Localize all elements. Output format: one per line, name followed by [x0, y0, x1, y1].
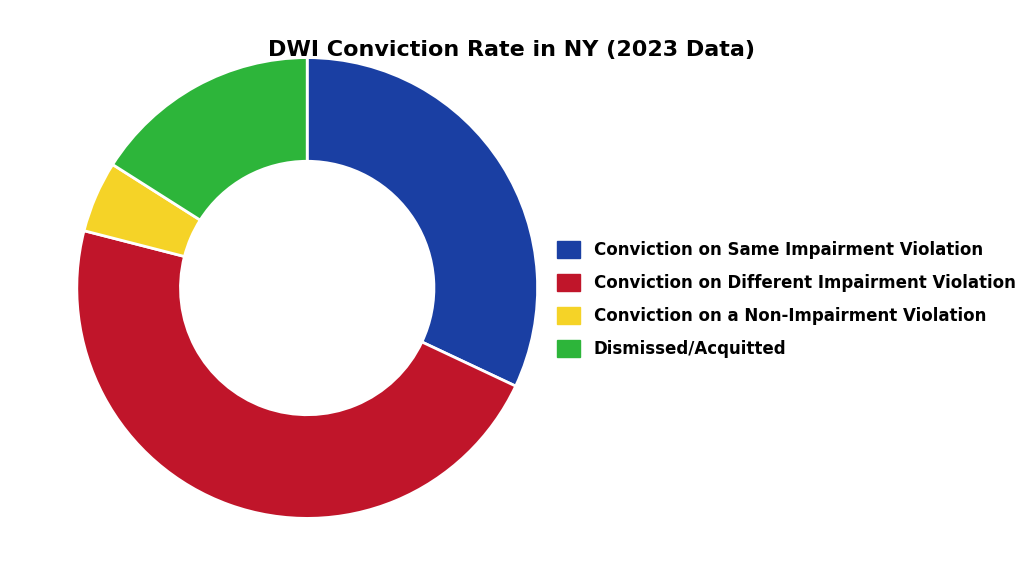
- Wedge shape: [307, 58, 538, 386]
- Wedge shape: [113, 58, 307, 220]
- Wedge shape: [84, 165, 201, 256]
- Text: DWI Conviction Rate in NY (2023 Data): DWI Conviction Rate in NY (2023 Data): [268, 40, 756, 60]
- Legend: Conviction on Same Impairment Violation, Conviction on Different Impairment Viol: Conviction on Same Impairment Violation,…: [557, 241, 1016, 358]
- Wedge shape: [77, 231, 516, 518]
